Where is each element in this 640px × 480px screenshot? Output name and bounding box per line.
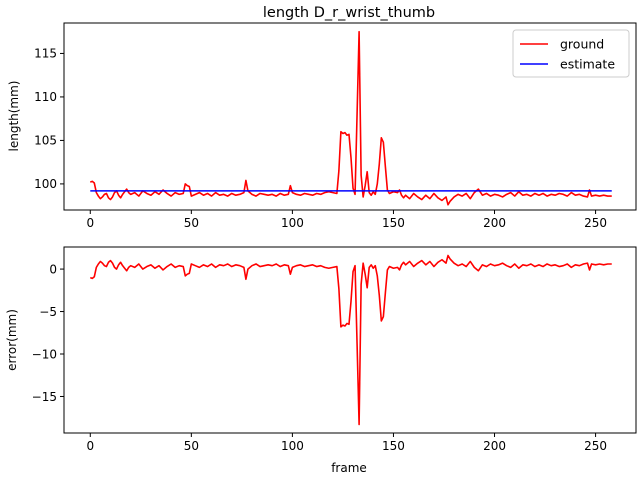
x-tick-label: 100	[281, 216, 304, 230]
legend-box	[512, 29, 630, 78]
y-axis-label: error(mm)	[5, 309, 19, 371]
x-tick-label: 100	[281, 439, 304, 453]
legend-label-ground: ground	[560, 37, 604, 52]
tick-layer: 0 50 100 150 200 250 100 105 110 115	[34, 47, 607, 230]
x-tick-label: 200	[483, 439, 506, 453]
chart-title: length D_r_wrist_thumb	[263, 5, 435, 21]
series-line-ground	[89, 30, 612, 206]
x-tick-label: 0	[86, 439, 94, 453]
plot-frame	[63, 22, 637, 211]
y-tick-label: 115	[34, 47, 57, 61]
x-tick-label: 150	[382, 439, 405, 453]
x-tick-label: 250	[584, 439, 607, 453]
series-line-error	[89, 254, 612, 426]
series-layer	[89, 30, 612, 206]
y-tick-label: 100	[34, 177, 57, 191]
legend: ground estimate	[512, 29, 630, 78]
tick-layer: 0 50 100 150 200 250 0 −5 −10 −15	[32, 262, 607, 453]
y-tick-label: −15	[32, 390, 57, 404]
y-tick-label: −10	[32, 347, 57, 361]
y-tick-label: −5	[39, 305, 57, 319]
y-axis-label: length(mm)	[7, 81, 21, 152]
y-tick-label: 105	[34, 134, 57, 148]
y-tick-label: 110	[34, 90, 57, 104]
x-axis-label: frame	[331, 461, 367, 475]
x-tick-label: 250	[584, 216, 607, 230]
plot-frame	[63, 246, 637, 434]
series-layer	[89, 254, 612, 426]
x-tick-label: 50	[184, 216, 199, 230]
length-subplot: length D_r_wrist_thumb length(mm) 0 50 100…	[7, 5, 637, 230]
x-tick-label: 150	[382, 216, 405, 230]
x-tick-label: 200	[483, 216, 506, 230]
legend-label-estimate: estimate	[560, 57, 615, 72]
error-subplot: error(mm) frame 0 50 100 150 200 250 0 −5 −10 −15	[5, 246, 637, 475]
y-tick-label: 0	[49, 262, 57, 276]
x-tick-label: 0	[86, 216, 94, 230]
x-tick-label: 50	[184, 439, 199, 453]
